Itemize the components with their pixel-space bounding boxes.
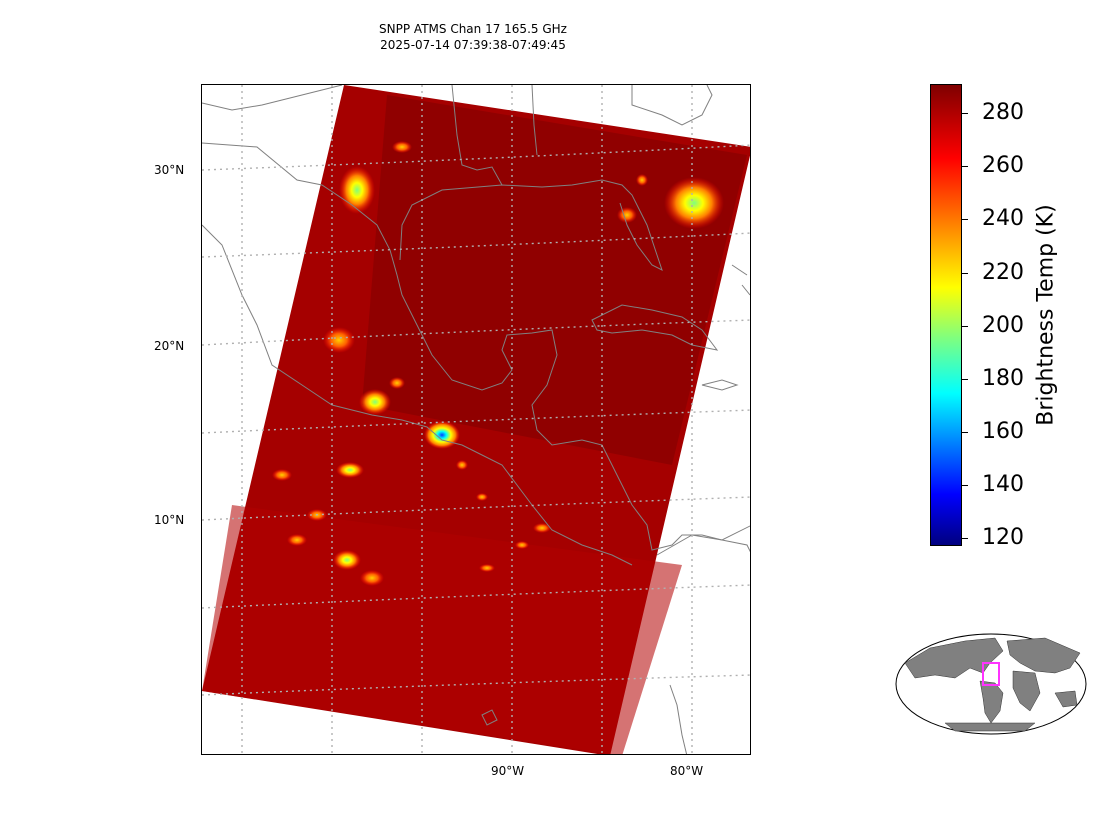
colorbar-tick-label: 220 xyxy=(982,259,1024,285)
globe-inset xyxy=(895,633,1087,735)
continents-icon xyxy=(904,637,1081,732)
map-panel[interactable] xyxy=(201,84,751,755)
swath-lower-band xyxy=(202,505,682,754)
colorbar-tick-label: 160 xyxy=(982,418,1024,444)
region-box xyxy=(982,662,1000,686)
colorbar-tick-label: 140 xyxy=(982,471,1024,497)
colorbar xyxy=(930,84,962,546)
lon-label-80w: 80°W xyxy=(670,764,704,778)
map-svg xyxy=(202,85,750,754)
colorbar-tick xyxy=(962,484,968,486)
swath-dark-region xyxy=(362,95,747,465)
colorbar-tick-label: 280 xyxy=(982,100,1024,126)
colorbar-tick-label: 260 xyxy=(982,153,1024,179)
lat-label-20n: 20°N xyxy=(154,339,185,353)
lon-label-90w: 90°W xyxy=(491,764,525,778)
gridlines xyxy=(202,85,750,754)
plot-title-line2: 2025-07-14 07:39:38-07:49:45 xyxy=(380,38,566,52)
colorbar-tick xyxy=(962,219,968,221)
colorbar-title: Brightness Temp (K) xyxy=(1033,204,1059,426)
coastlines xyxy=(202,85,750,754)
colorbar-tick xyxy=(962,538,968,540)
plot-title-line1: SNPP ATMS Chan 17 165.5 GHz xyxy=(379,22,567,36)
colorbar-tick-label: 240 xyxy=(982,206,1024,232)
colorbar-tick-label: 180 xyxy=(982,365,1024,391)
lat-label-30n: 30°N xyxy=(154,163,185,177)
colorbar-tick xyxy=(962,113,968,115)
colorbar-tick xyxy=(962,272,968,274)
colorbar-tick-label: 120 xyxy=(982,525,1024,551)
colorbar-tick xyxy=(962,378,968,380)
colorbar-tick xyxy=(962,325,968,327)
lat-label-10n: 10°N xyxy=(154,513,185,527)
colorbar-tick-label: 200 xyxy=(982,312,1024,338)
colorbar-tick xyxy=(962,166,968,168)
colorbar-tick xyxy=(962,431,968,433)
